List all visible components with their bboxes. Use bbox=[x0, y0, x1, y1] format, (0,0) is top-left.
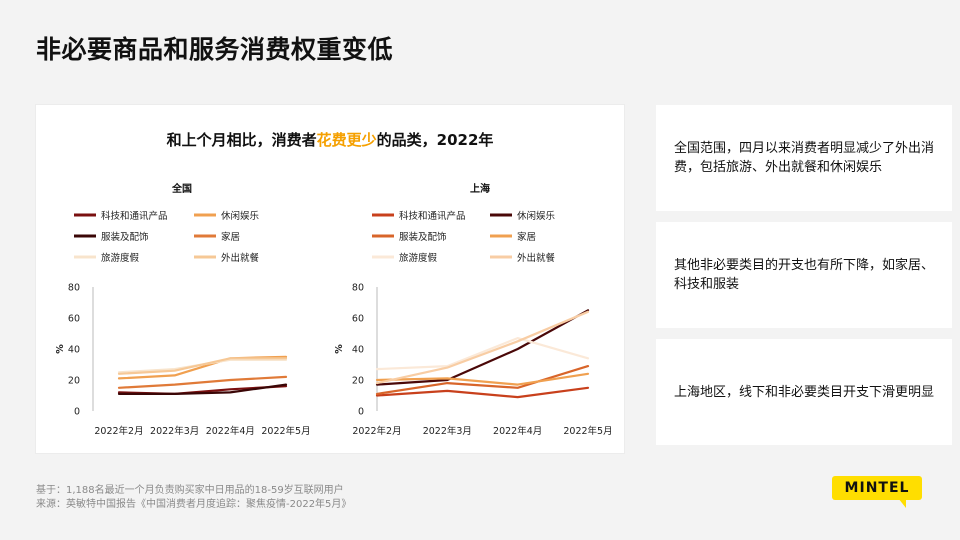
x-tick-shanghai-0: 2022年2月 bbox=[352, 425, 401, 437]
y-tick-shanghai-4: 80 bbox=[352, 283, 364, 294]
mintel-logo-tail bbox=[898, 498, 906, 508]
legend-label-shanghai-2: 服装及配饰 bbox=[399, 231, 447, 243]
mintel-logo: MINTEL bbox=[832, 476, 922, 500]
series-line-shanghai-0 bbox=[375, 386, 590, 399]
chart-panel: 和上个月相比，消费者花费更少的品类，2022年 全国科技和通讯产品 休闲娱乐服装及… bbox=[36, 105, 624, 453]
legend-label-national-1: 休闲娱乐 bbox=[221, 210, 260, 222]
legend-label-national-0: 科技和通讯产品 bbox=[101, 210, 168, 222]
x-tick-shanghai-2: 2022年4月 bbox=[493, 425, 542, 437]
note-text-2: 其他非必要类目的开支也有所下降，如家居、科技和服装 bbox=[674, 258, 935, 292]
y-tick-shanghai-0: 0 bbox=[358, 407, 364, 418]
footer-base-note: 基于：1,188名最近一个月负责购买家中日用品的18-59岁互联网用户 bbox=[36, 485, 344, 496]
series-line-shanghai-5 bbox=[375, 310, 590, 385]
y-tick-national-2: 40 bbox=[68, 345, 80, 356]
y-tick-national-3: 60 bbox=[68, 314, 80, 325]
series-line-national-3 bbox=[117, 375, 288, 389]
series-line-shanghai-1 bbox=[375, 309, 590, 386]
series-line-shanghai-4 bbox=[375, 337, 590, 371]
chart-title-prefix: 和上个月相比，消费者 bbox=[166, 131, 317, 149]
legend-label-national-4: 旅游度假 bbox=[101, 252, 140, 264]
y-tick-national-1: 20 bbox=[68, 376, 80, 387]
note-text-3: 上海地区，线下和非必要类目开支下滑更明显 bbox=[674, 384, 935, 400]
chart-title-highlight: 花费更少 bbox=[316, 131, 377, 149]
y-tick-national-4: 80 bbox=[68, 283, 80, 294]
page-title: 非必要商品和服务消费权重变低 bbox=[36, 35, 394, 64]
note-text-1: 全国范围，四月以来消费者明显减少了外出消费，包括旅游、外出就餐和休闲娱乐 bbox=[674, 141, 935, 175]
note-card-2: 其他非必要类目的开支也有所下降，如家居、科技和服装 bbox=[656, 222, 952, 328]
y-tick-shanghai-3: 60 bbox=[352, 314, 364, 325]
series-line-shanghai-3 bbox=[375, 372, 590, 386]
footer-notes: 基于：1,188名最近一个月负责购买家中日用品的18-59岁互联网用户 来源：英… bbox=[36, 484, 351, 512]
chart-title: 和上个月相比，消费者花费更少的品类，2022年 bbox=[36, 129, 624, 150]
legend-label-shanghai-4: 旅游度假 bbox=[399, 252, 438, 264]
legend-label-shanghai-0: 科技和通讯产品 bbox=[399, 210, 466, 222]
y-label-shanghai: % bbox=[334, 344, 345, 354]
y-tick-shanghai-1: 20 bbox=[352, 376, 364, 387]
series-line-national-5 bbox=[117, 357, 288, 375]
x-tick-shanghai-1: 2022年3月 bbox=[423, 425, 472, 437]
x-tick-shanghai-3: 2022年5月 bbox=[563, 425, 612, 437]
chart-title-suffix: 的品类，2022年 bbox=[376, 131, 494, 149]
y-tick-national-0: 0 bbox=[74, 407, 80, 418]
x-tick-national-2: 2022年4月 bbox=[206, 425, 255, 437]
series-line-national-2 bbox=[117, 383, 288, 395]
x-tick-national-1: 2022年3月 bbox=[150, 425, 199, 437]
legend-label-shanghai-5: 外出就餐 bbox=[517, 252, 556, 264]
legend-label-shanghai-3: 家居 bbox=[517, 231, 536, 243]
note-card-3: 上海地区，线下和非必要类目开支下滑更明显 bbox=[656, 339, 952, 445]
footer-source-note: 来源：英敏特中国报告《中国消费者月度追踪：聚焦疫情-2022年5月》 bbox=[36, 499, 352, 510]
x-tick-national-3: 2022年5月 bbox=[261, 425, 310, 437]
chart-subtitle-national: 全国 bbox=[171, 182, 192, 195]
y-tick-shanghai-2: 40 bbox=[352, 345, 364, 356]
note-card-1: 全国范围，四月以来消费者明显减少了外出消费，包括旅游、外出就餐和休闲娱乐 bbox=[656, 105, 952, 211]
legend-label-national-2: 服装及配饰 bbox=[101, 231, 149, 243]
y-label-national: % bbox=[55, 344, 66, 354]
x-tick-national-0: 2022年2月 bbox=[94, 425, 143, 437]
series-line-shanghai-2 bbox=[375, 365, 590, 395]
legend-label-national-5: 外出就餐 bbox=[221, 252, 260, 264]
legend-label-national-3: 家居 bbox=[221, 231, 240, 243]
legend-label-shanghai-1: 休闲娱乐 bbox=[517, 210, 556, 222]
chart-subtitle-shanghai: 上海 bbox=[470, 182, 490, 195]
